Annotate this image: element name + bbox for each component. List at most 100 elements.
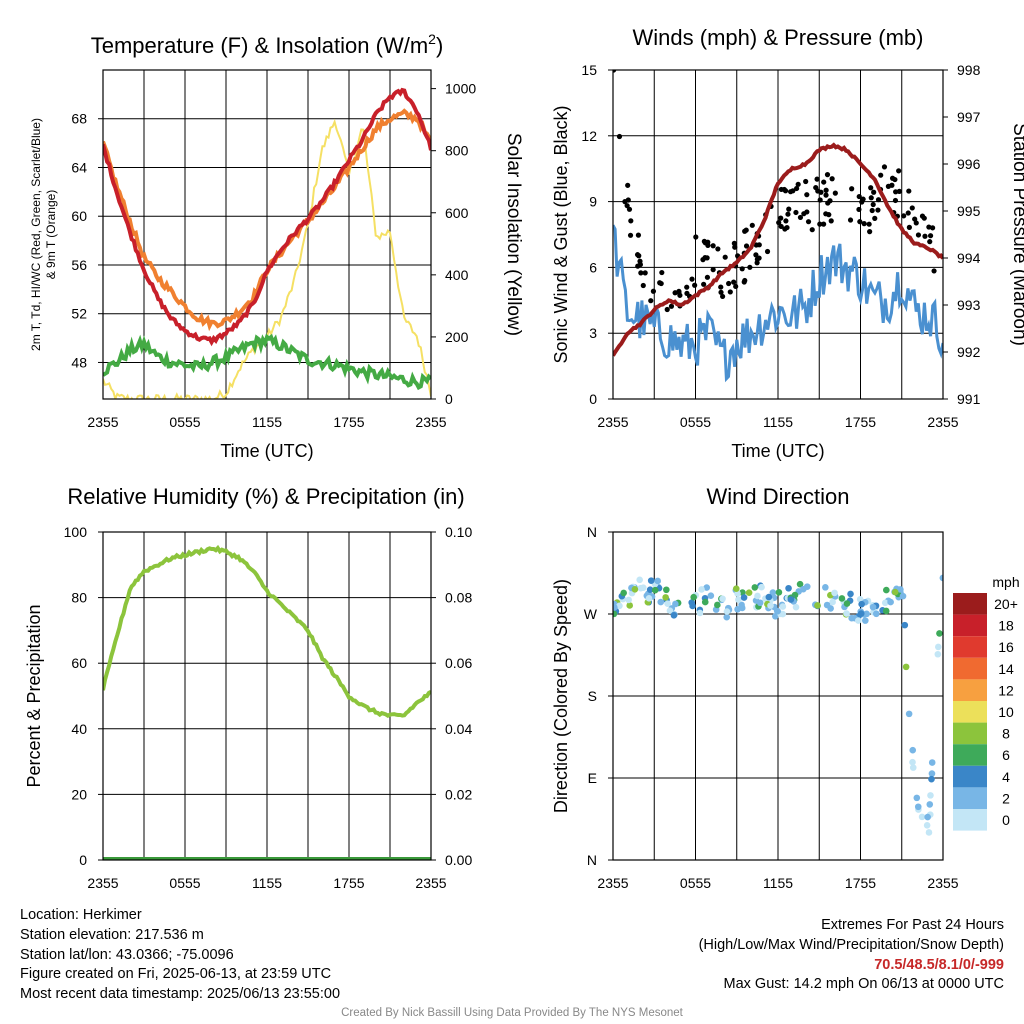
- y-tick-label-right: 994: [957, 250, 981, 266]
- y-axis-label-left: Sonic Wind & Gust (Blue, Black): [551, 105, 571, 363]
- gust-point: [866, 221, 872, 227]
- chart-title: Relative Humidity (%) & Precipitation (i…: [67, 484, 464, 509]
- y-tick-label-right: 400: [445, 267, 469, 283]
- y-tick-label-left: 80: [71, 590, 87, 606]
- gust-point: [782, 188, 789, 194]
- direction-point: [772, 612, 779, 620]
- gust-point: [650, 288, 657, 294]
- direction-point: [769, 589, 777, 596]
- gust-point: [693, 234, 699, 240]
- direction-point: [613, 610, 618, 618]
- legend-label: 6: [1002, 747, 1010, 763]
- y-tick-label-left: S: [588, 688, 597, 704]
- direction-point: [732, 585, 740, 593]
- y-tick-label-right: 0.04: [445, 721, 472, 737]
- y-tick-label-right: 996: [957, 156, 981, 172]
- series-line-station-pressure: [613, 142, 943, 357]
- recent-data-text: Most recent data timestamp: 2025/06/13 2…: [20, 986, 341, 1003]
- gust-point: [813, 184, 819, 191]
- y-tick-label-left: 60: [71, 655, 87, 671]
- gust-point: [764, 248, 771, 255]
- gust-point: [872, 215, 878, 221]
- gust-point: [704, 255, 710, 261]
- gust-point: [753, 252, 759, 258]
- gust-point: [906, 224, 912, 230]
- gust-point: [625, 182, 631, 188]
- direction-point: [756, 599, 764, 607]
- gust-point: [856, 193, 862, 200]
- legend-swatch: [953, 722, 987, 745]
- direction-point: [765, 593, 773, 601]
- direction-point: [625, 596, 632, 604]
- gust-point: [814, 176, 820, 182]
- direction-point: [803, 583, 811, 590]
- y-tick-label-left: 15: [581, 62, 597, 78]
- direction-point: [754, 592, 761, 600]
- direction-point: [913, 794, 921, 802]
- y-tick-label-right: 0.02: [445, 786, 472, 802]
- direction-point: [738, 604, 746, 612]
- legend-label: 20+: [994, 596, 1018, 612]
- gust-point: [689, 276, 695, 282]
- direction-point: [897, 586, 904, 593]
- y-tick-label-right: 991: [957, 391, 981, 407]
- direction-point: [723, 613, 731, 621]
- direction-point: [657, 598, 665, 606]
- extremes-info: Extremes For Past 24 Hours (High/Low/Max…: [699, 916, 1004, 995]
- gust-point: [825, 200, 831, 206]
- legend-label: 4: [1002, 769, 1010, 785]
- direction-point: [690, 593, 697, 601]
- gust-point: [676, 288, 682, 294]
- y-tick-label-left: 100: [64, 524, 88, 540]
- direction-point: [863, 610, 870, 618]
- x-tick-label: 0555: [680, 414, 711, 430]
- direction-point: [909, 758, 916, 766]
- gust-point: [747, 264, 753, 270]
- direction-point: [751, 584, 759, 591]
- legend-swatch: [953, 765, 987, 788]
- direction-point: [663, 586, 670, 594]
- legend-label: 12: [998, 682, 1014, 698]
- direction-point: [843, 610, 850, 617]
- x-tick-label: 0555: [169, 414, 200, 430]
- plot-data: [613, 70, 943, 383]
- direction-point: [882, 607, 890, 615]
- direction-point: [928, 770, 936, 777]
- gust-point: [922, 233, 928, 239]
- gust-point: [824, 172, 831, 178]
- gust-point: [710, 243, 716, 249]
- direction-point: [829, 598, 836, 606]
- gust-point: [710, 267, 716, 273]
- created-text: Figure created on Fri, 2025-06-13, at 23…: [20, 966, 332, 983]
- legend-swatch: [953, 679, 987, 701]
- gust-point: [821, 179, 827, 185]
- legend-label: 2: [1002, 790, 1010, 806]
- gust-point: [659, 269, 665, 276]
- gust-point: [821, 221, 827, 227]
- direction-point: [672, 600, 679, 608]
- gust-point: [787, 189, 794, 195]
- y-tick-label-left: 0: [589, 391, 597, 407]
- gust-point: [871, 189, 877, 195]
- direction-point: [645, 595, 653, 602]
- series-line-2m-temperature: [103, 87, 431, 347]
- x-tick-label: 1755: [333, 875, 364, 891]
- direction-point: [814, 602, 821, 609]
- gust-point: [743, 243, 750, 249]
- direction-point: [928, 775, 935, 783]
- direction-point: [909, 746, 917, 754]
- gust-point: [642, 270, 648, 276]
- y-tick-label-right: 993: [957, 297, 981, 313]
- gust-point: [778, 215, 784, 221]
- direction-point: [745, 589, 753, 596]
- station-info: Location: Herkimer Station elevation: 21…: [20, 906, 340, 1005]
- chart-title-close: ): [436, 33, 443, 58]
- direction-point: [631, 586, 639, 593]
- gust-point: [818, 189, 824, 195]
- gust-point: [733, 283, 739, 290]
- gust-point: [857, 219, 863, 225]
- gust-point: [793, 209, 799, 216]
- x-tick-label: 2355: [927, 875, 958, 891]
- gust-point: [739, 266, 745, 272]
